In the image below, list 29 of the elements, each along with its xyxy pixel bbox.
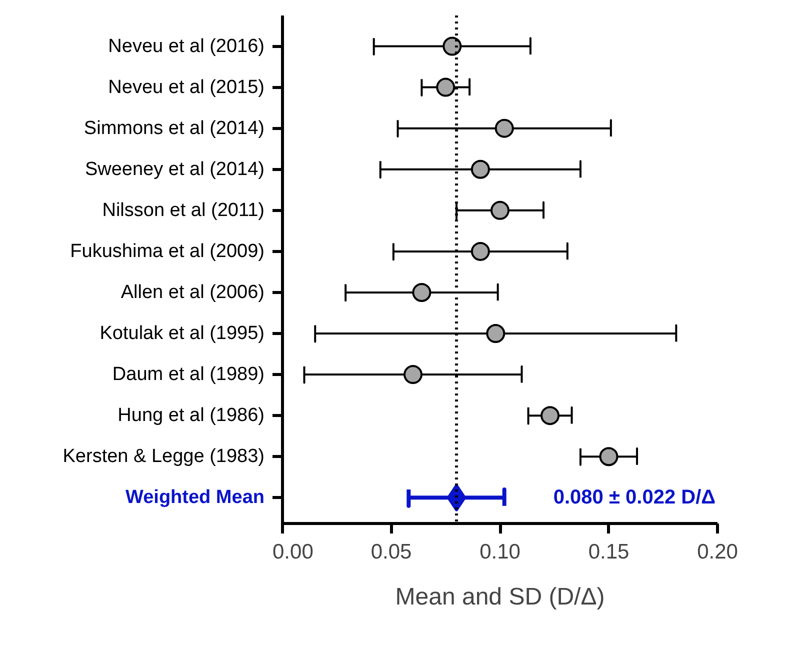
point [442,36,462,56]
point [599,447,618,466]
x-tick-label: 0.15 [588,540,630,564]
x-tick-label: 0.05 [370,540,412,564]
point [404,365,422,384]
point [470,160,490,179]
x-axis-title: Mean and SD (D/Δ) [395,584,605,610]
y-tick-label: Fukushima et al (2009) [70,240,265,262]
y-tick-label: Neveu et al (2016) [108,36,265,57]
point [470,242,490,261]
y-tick-label: Allen et al (2006) [120,282,265,303]
y-tick-label: Kersten & Legge (1983) [62,446,265,468]
x-tick-label: 0.00 [272,540,314,564]
point [490,200,510,220]
y-tick-label: Daum et al (1989) [112,364,265,386]
y-tick-label: Neveu et al (2015) [108,76,265,98]
point [486,324,506,343]
point [412,282,432,302]
point [436,78,456,97]
y-tick-label: Kotulak et al (1995) [100,323,264,344]
annotation: 0.080 ± 0.022 D/Δ [553,486,716,509]
x-tick-label: 0.20 [697,540,738,564]
y-tick-label: Hung et al (1986) [118,405,265,426]
y-tick-label: Sweeney et al (2014) [84,158,265,180]
point [494,118,514,138]
y-tick-label: Weighted Mean [126,487,265,508]
y-tick-label: Simmons et al (2014) [84,118,265,139]
y-tick-label: Nilsson et al (2011) [102,200,264,221]
x-tick-label: 0.10 [480,540,520,564]
